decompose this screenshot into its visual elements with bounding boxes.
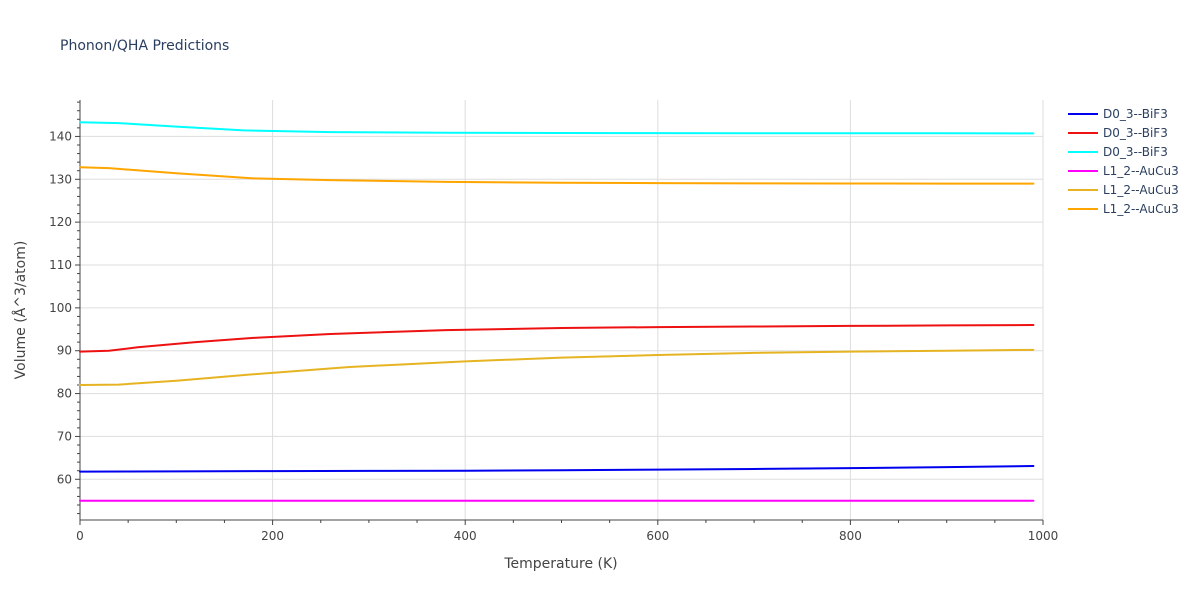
x-tick-label: 600 [646, 529, 669, 543]
y-axis-title: Volume (Å^3/atom) [12, 241, 29, 380]
legend-label-4: L1_2--AuCu3 [1103, 164, 1179, 178]
y-tick-label: 80 [57, 387, 72, 401]
series-line-1 [79, 465, 1035, 473]
legend-label-3: D0_3--BiF3 [1103, 145, 1168, 159]
legend-label-1: D0_3--BiF3 [1103, 107, 1168, 121]
chart-title: Phonon/QHA Predictions [60, 38, 229, 54]
legend-label-5: L1_2--AuCu3 [1103, 183, 1179, 197]
y-tick-label: 100 [49, 301, 72, 315]
legend-label-6: L1_2--AuCu3 [1103, 202, 1179, 216]
series-line-2 [79, 324, 1035, 353]
series-line-6 [79, 166, 1035, 185]
x-tick-label: 400 [454, 529, 477, 543]
series-line-3 [79, 121, 1035, 135]
y-tick-label: 130 [49, 172, 72, 186]
grid-layer [80, 100, 1044, 520]
y-tick-label: 120 [49, 215, 72, 229]
x-axis-title: Temperature (K) [503, 556, 617, 572]
x-tick-label: 200 [261, 529, 284, 543]
x-tick-label: 800 [839, 529, 862, 543]
series-line-5 [79, 348, 1035, 386]
x-tick-label: 1000 [1028, 529, 1059, 543]
y-tick-label: 60 [57, 472, 72, 486]
axes-layer: 60 70 80 90 100 110 120 130 140 0 200 400 600 800 1000 [49, 100, 1058, 543]
y-tick-label: 110 [49, 258, 72, 272]
legend: D0_3--BiF3 D0_3--BiF3 D0_3--BiF3 L1_2--AuCu… [1068, 107, 1179, 216]
x-tick-label: 0 [76, 529, 84, 543]
y-tick-label: 90 [57, 344, 72, 358]
y-tick-label: 140 [49, 129, 72, 143]
y-tick-label: 70 [57, 429, 72, 443]
legend-label-2: D0_3--BiF3 [1103, 126, 1168, 140]
series-layer [79, 121, 1035, 502]
